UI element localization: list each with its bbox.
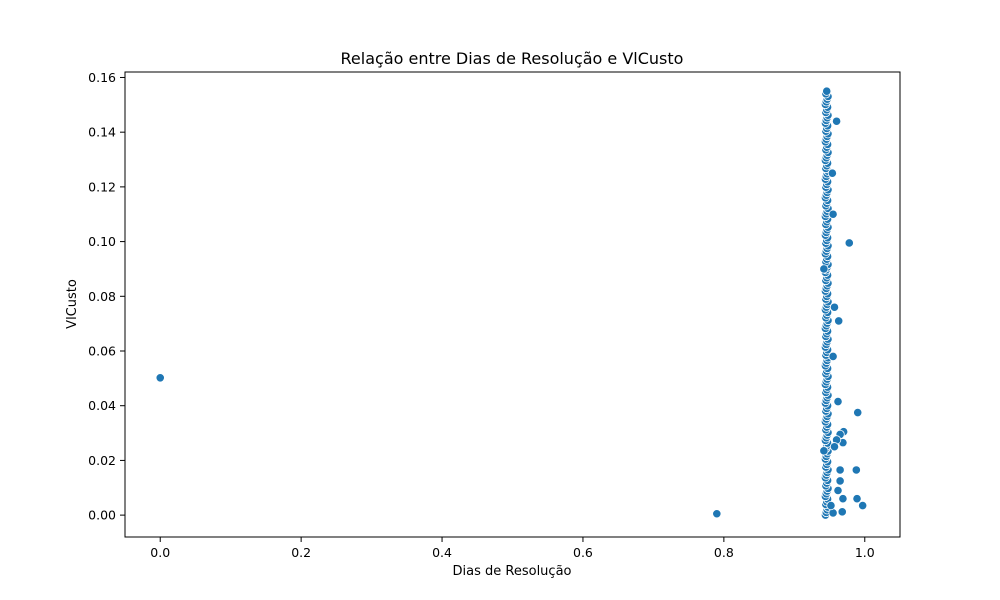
y-axis-label: VlCusto: [65, 279, 80, 329]
y-tick-label: 0.12: [88, 179, 116, 194]
x-tick-label: 0.8: [714, 545, 734, 560]
data-point: [838, 494, 848, 504]
data-point: [827, 168, 837, 178]
data-point: [828, 351, 838, 362]
x-tick-label: 0.2: [291, 545, 311, 560]
plot-frame: [124, 71, 901, 538]
data-point: [852, 494, 862, 504]
data-point: [819, 446, 829, 456]
y-tick-label: 0.08: [88, 289, 116, 304]
y-tick-label: 0.16: [88, 70, 116, 85]
data-point: [155, 373, 165, 383]
data-point: [828, 209, 838, 219]
x-axis: 0.0 0.2 0.4 0.6 0.8 1.0: [150, 537, 875, 560]
y-tick-label: 0.00: [88, 508, 116, 523]
y-tick-label: 0.06: [88, 344, 116, 359]
x-tick-label: 0.6: [573, 545, 593, 560]
data-point: [851, 465, 861, 475]
data-point: [712, 509, 722, 519]
data-point: [844, 238, 854, 248]
y-tick-label: 0.02: [88, 453, 116, 468]
x-tick-label: 0.4: [432, 545, 452, 560]
data-point: [822, 86, 832, 96]
data-point: [831, 116, 842, 126]
x-axis-label: Dias de Resolução: [453, 564, 572, 579]
data-point: [853, 407, 863, 418]
x-tick-label: 0.0: [150, 545, 170, 560]
chart-title: Relação entre Dias de Resolução e VlCust…: [341, 49, 684, 68]
data-point: [829, 302, 840, 312]
data-point: [826, 500, 836, 511]
data-point: [835, 465, 845, 475]
data-point: [837, 507, 847, 517]
data-points: [155, 86, 868, 520]
data-point: [833, 485, 843, 496]
x-tick-label: 1.0: [855, 545, 875, 560]
y-tick-label: 0.14: [88, 125, 116, 140]
y-tick-label: 0.10: [88, 234, 116, 249]
data-point: [858, 500, 868, 511]
data-point: [833, 396, 843, 407]
y-tick-label: 0.04: [88, 398, 116, 413]
data-point: [829, 442, 840, 452]
data-point: [819, 264, 829, 274]
data-point: [834, 316, 844, 326]
data-point: [835, 476, 845, 486]
y-axis: 0.00 0.02 0.04 0.06 0.08 0.10 0.12 0.14 0.16: [88, 70, 125, 523]
